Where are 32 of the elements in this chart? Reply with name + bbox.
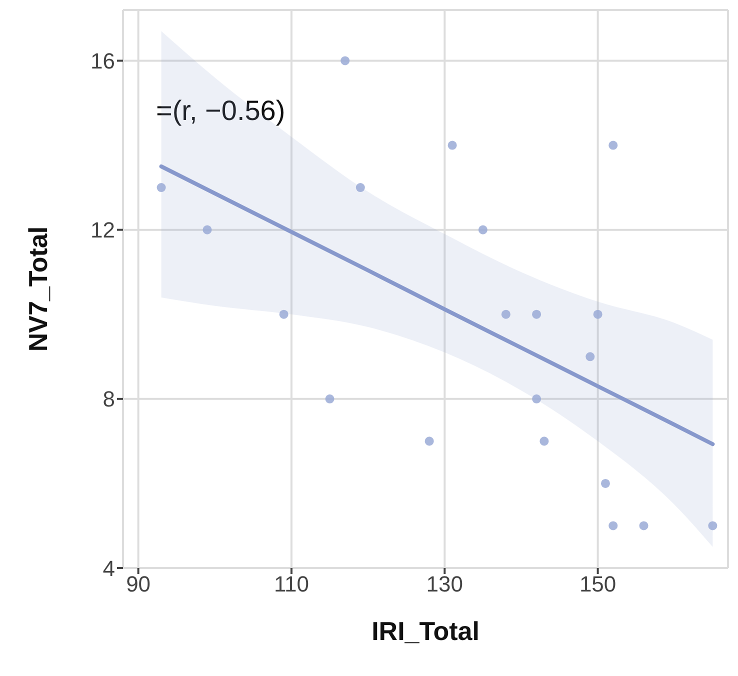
point — [202, 225, 212, 234]
x-axis-title: IRI_Total — [372, 616, 480, 646]
y-tick-label: 8 — [102, 386, 115, 412]
point — [478, 225, 488, 234]
y-tick-label: 4 — [102, 556, 115, 581]
point — [356, 183, 365, 192]
x-tick-label: 90 — [126, 572, 151, 597]
x-tick-label: 130 — [426, 572, 464, 597]
point — [532, 394, 542, 404]
point — [325, 394, 334, 404]
point — [424, 436, 434, 446]
point — [639, 521, 648, 530]
point — [586, 352, 595, 362]
y-axis-title: NV7_Total — [23, 226, 54, 352]
point — [156, 183, 166, 192]
point — [340, 56, 350, 66]
point — [501, 310, 510, 319]
point — [608, 140, 618, 150]
point — [540, 436, 549, 446]
point — [600, 478, 610, 488]
y-tick-label: 16 — [90, 48, 115, 74]
y-tick-label: 12 — [90, 218, 115, 243]
point — [608, 521, 618, 530]
line-series — [159, 164, 715, 446]
point — [532, 310, 542, 319]
point — [279, 310, 288, 319]
annotation: =(r, −0.56) — [156, 95, 286, 126]
point — [448, 140, 457, 150]
point — [593, 310, 602, 319]
x-tick-label: 150 — [579, 572, 616, 597]
x-tick-label: 110 — [274, 572, 310, 597]
point — [708, 521, 718, 530]
